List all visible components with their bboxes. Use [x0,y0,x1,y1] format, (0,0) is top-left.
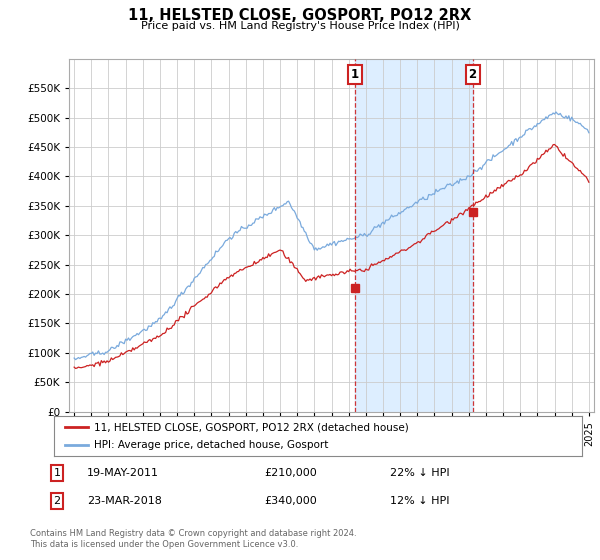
Text: Contains HM Land Registry data © Crown copyright and database right 2024.
This d: Contains HM Land Registry data © Crown c… [30,529,356,549]
Text: 12% ↓ HPI: 12% ↓ HPI [390,496,449,506]
Text: 1: 1 [351,68,359,81]
Text: 11, HELSTED CLOSE, GOSPORT, PO12 2RX (detached house): 11, HELSTED CLOSE, GOSPORT, PO12 2RX (de… [94,422,409,432]
Text: 19-MAY-2011: 19-MAY-2011 [87,468,159,478]
Text: Price paid vs. HM Land Registry's House Price Index (HPI): Price paid vs. HM Land Registry's House … [140,21,460,31]
Bar [355,59,473,412]
Text: 2: 2 [53,496,61,506]
Text: 11, HELSTED CLOSE, GOSPORT, PO12 2RX: 11, HELSTED CLOSE, GOSPORT, PO12 2RX [128,8,472,24]
Text: 1: 1 [53,468,61,478]
Text: 2: 2 [469,68,476,81]
Text: 23-MAR-2018: 23-MAR-2018 [87,496,162,506]
Text: 22% ↓ HPI: 22% ↓ HPI [390,468,449,478]
Text: £210,000: £210,000 [264,468,317,478]
Text: £340,000: £340,000 [264,496,317,506]
Text: HPI: Average price, detached house, Gosport: HPI: Average price, detached house, Gosp… [94,440,328,450]
